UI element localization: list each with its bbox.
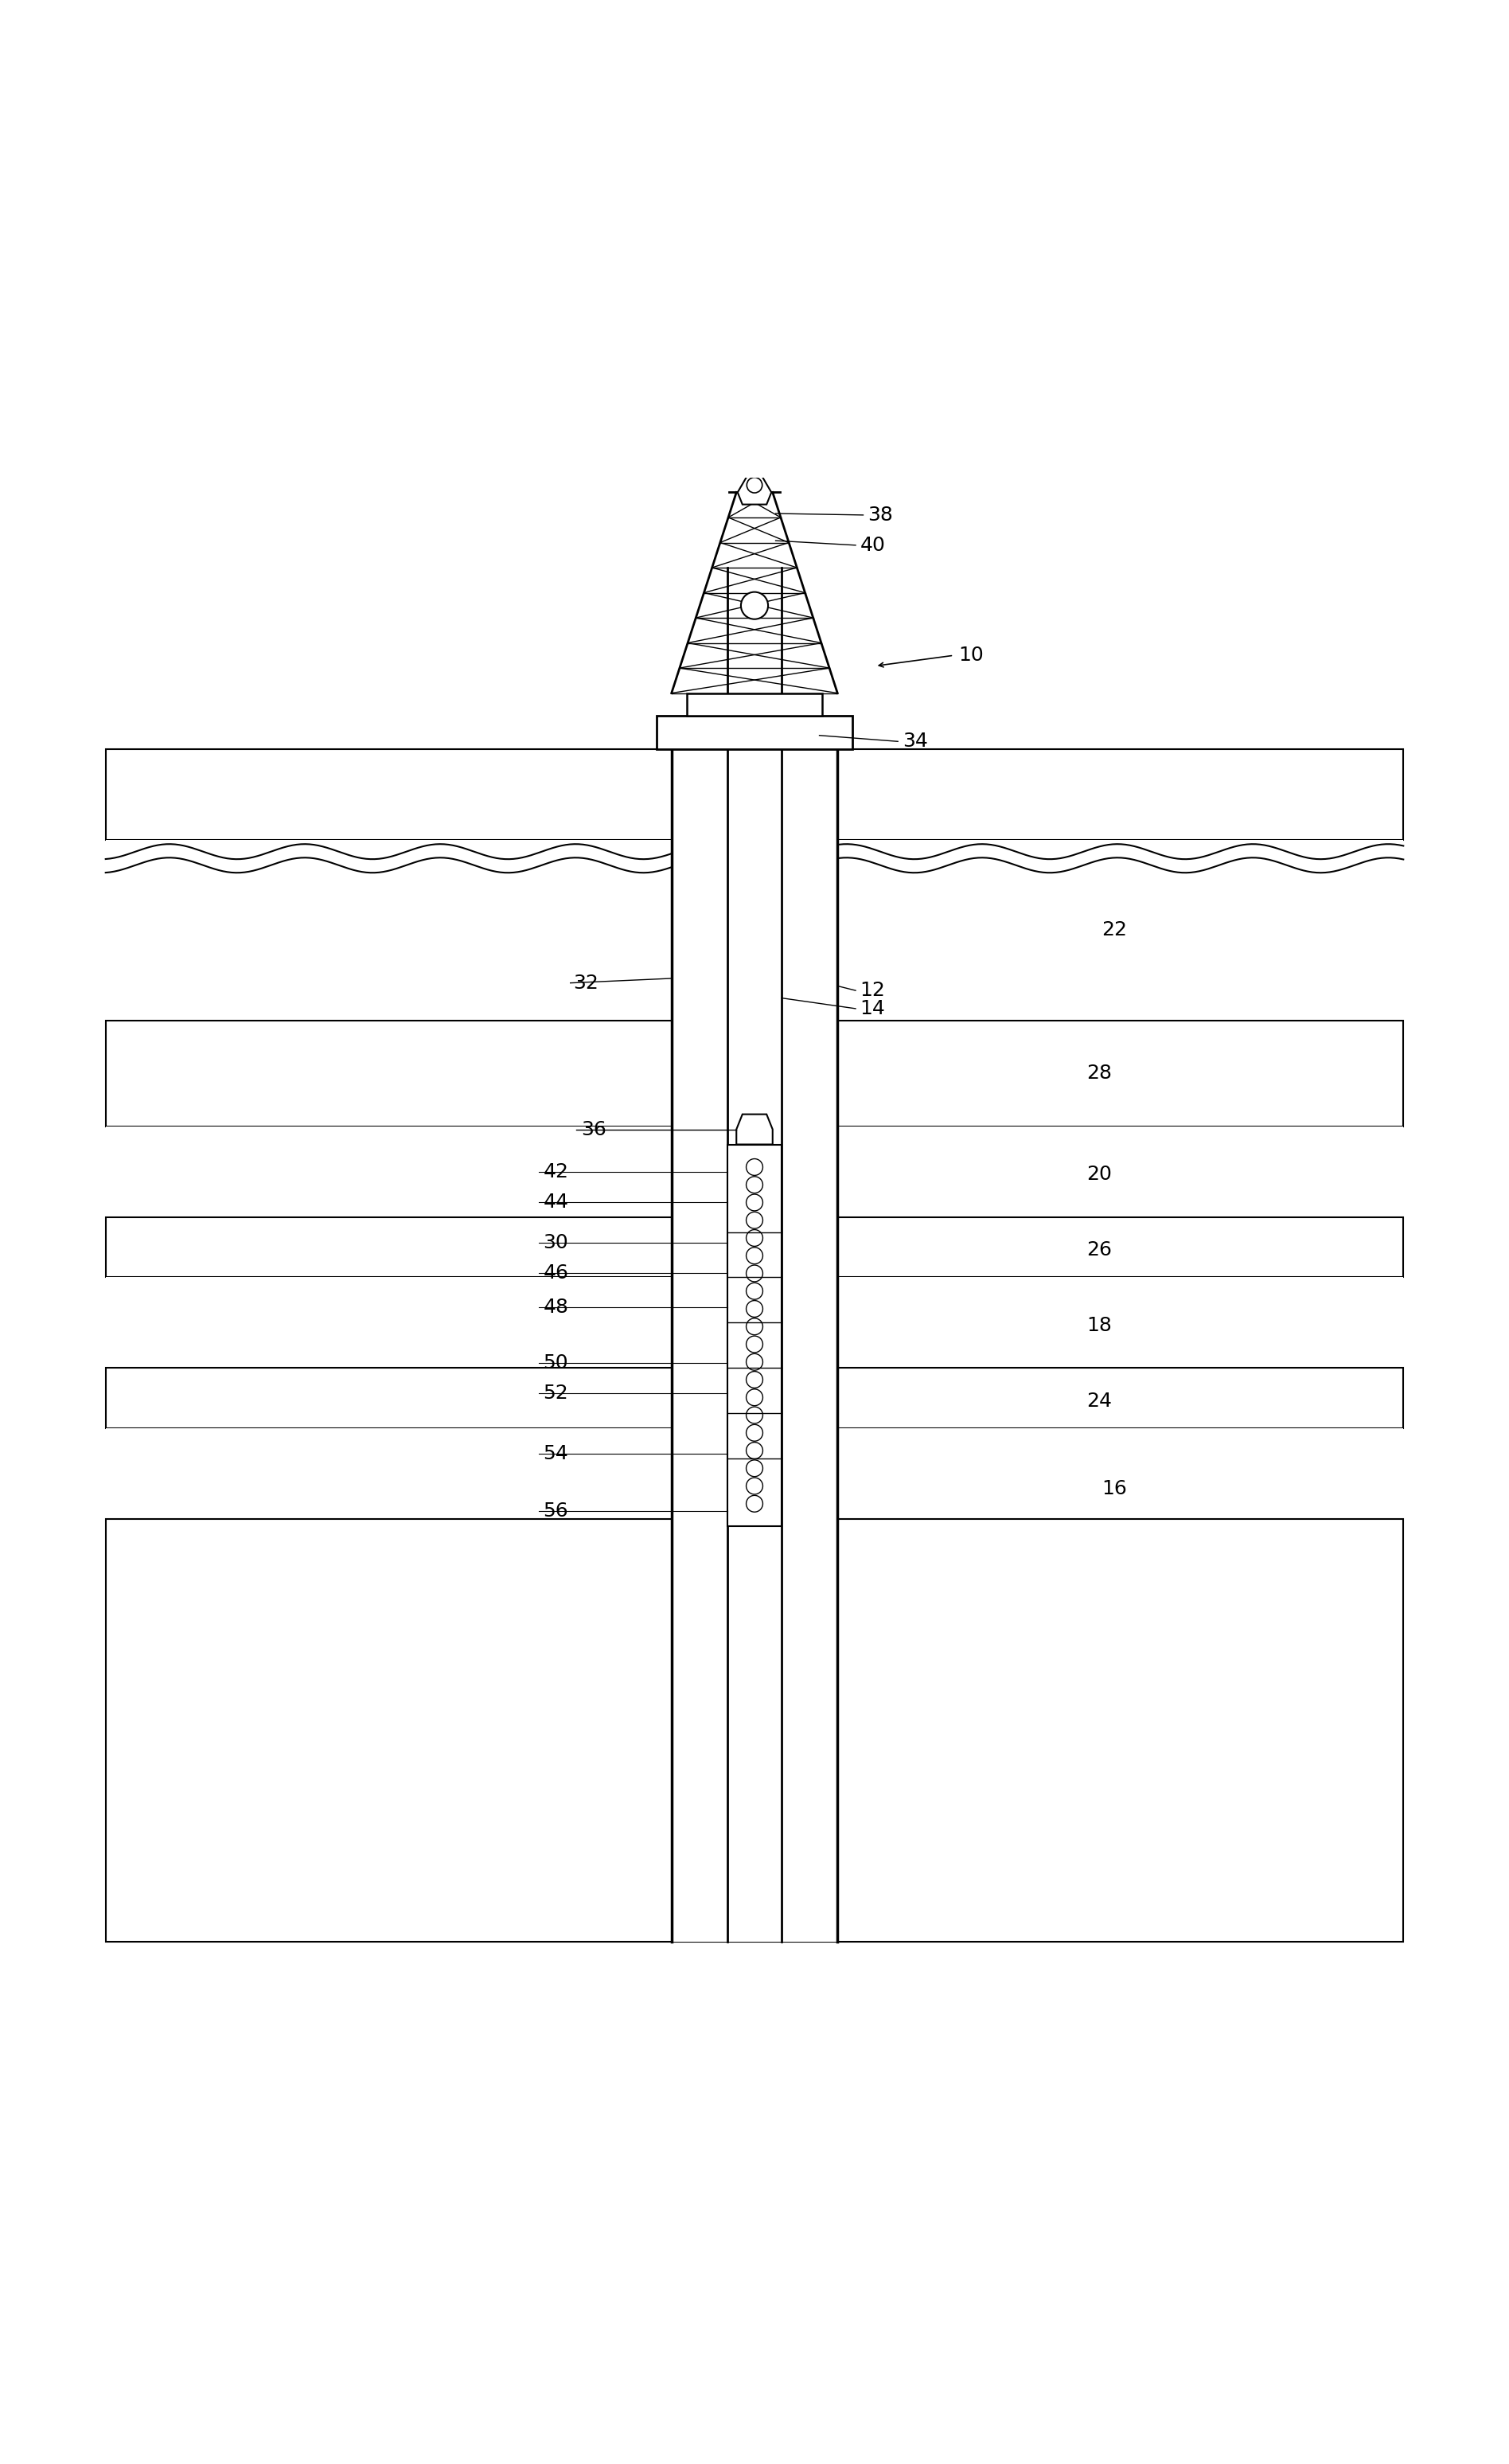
Text: 28: 28 — [1086, 1064, 1112, 1084]
Bar — [727, 567, 782, 1942]
Circle shape — [745, 1212, 762, 1230]
Bar — [106, 1126, 1403, 1217]
Circle shape — [745, 1195, 762, 1210]
Text: 42: 42 — [543, 1163, 569, 1180]
Circle shape — [745, 1335, 762, 1353]
Text: 44: 44 — [543, 1193, 569, 1212]
Circle shape — [745, 1284, 762, 1299]
Circle shape — [745, 1301, 762, 1318]
Circle shape — [745, 1390, 762, 1404]
Circle shape — [745, 1372, 762, 1387]
Circle shape — [745, 1478, 762, 1493]
Text: 16: 16 — [1102, 1478, 1127, 1498]
Bar — [672, 749, 837, 1942]
Text: 24: 24 — [1086, 1392, 1112, 1409]
Bar — [106, 1518, 1403, 1942]
Text: 34: 34 — [902, 732, 928, 752]
Text: 54: 54 — [543, 1444, 569, 1464]
Circle shape — [745, 1496, 762, 1513]
Bar — [106, 1020, 1403, 1126]
Text: 52: 52 — [543, 1385, 569, 1402]
Circle shape — [745, 1230, 762, 1247]
Circle shape — [745, 1461, 762, 1476]
Text: 18: 18 — [1086, 1316, 1112, 1335]
Text: 50: 50 — [543, 1353, 569, 1372]
Circle shape — [745, 1247, 762, 1264]
Text: 36: 36 — [581, 1119, 607, 1138]
Text: 10: 10 — [958, 646, 984, 665]
Circle shape — [745, 1353, 762, 1370]
Bar — [106, 1368, 1403, 1429]
Text: 56: 56 — [543, 1501, 569, 1520]
Bar — [727, 1143, 782, 1525]
Bar — [106, 1429, 1403, 1518]
Circle shape — [745, 1158, 762, 1175]
Text: 22: 22 — [1102, 922, 1127, 939]
Circle shape — [741, 591, 768, 618]
Text: 38: 38 — [868, 505, 893, 525]
Circle shape — [745, 1318, 762, 1335]
Circle shape — [745, 1441, 762, 1459]
Text: 30: 30 — [543, 1232, 569, 1252]
Bar — [106, 749, 1403, 840]
Circle shape — [745, 1407, 762, 1424]
Bar — [106, 1217, 1403, 1276]
Text: 46: 46 — [543, 1264, 569, 1281]
Bar — [656, 715, 853, 749]
Polygon shape — [736, 1114, 773, 1143]
Text: 26: 26 — [1086, 1239, 1112, 1259]
Text: 48: 48 — [543, 1299, 569, 1318]
Bar — [106, 1276, 1403, 1368]
Text: 14: 14 — [860, 998, 886, 1018]
Circle shape — [747, 478, 762, 493]
Bar — [106, 840, 1403, 1020]
Text: 40: 40 — [860, 535, 886, 554]
Text: 20: 20 — [1086, 1165, 1112, 1185]
Text: 32: 32 — [573, 973, 599, 993]
Circle shape — [745, 1175, 762, 1193]
Circle shape — [745, 1264, 762, 1281]
Polygon shape — [738, 463, 771, 505]
Bar — [687, 692, 822, 715]
Text: 12: 12 — [860, 981, 886, 1000]
Circle shape — [745, 1424, 762, 1441]
